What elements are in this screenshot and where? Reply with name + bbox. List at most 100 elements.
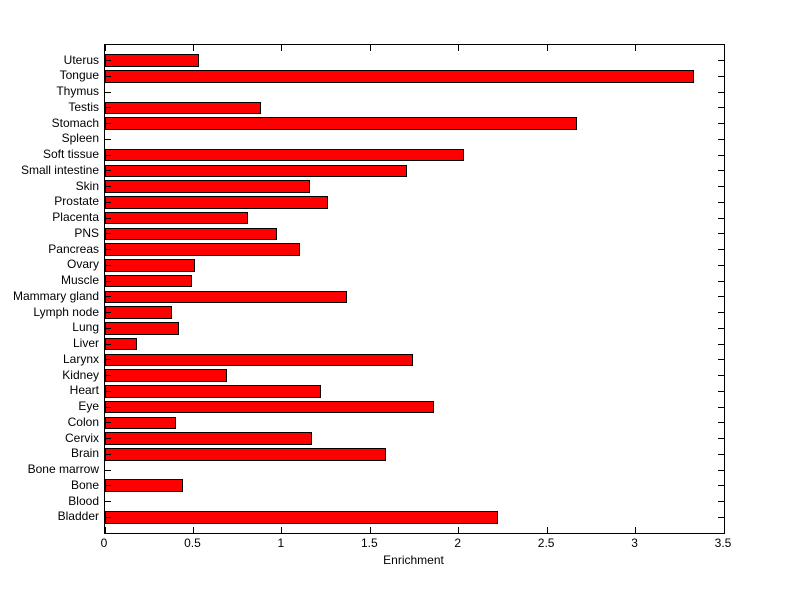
x-axis-tick-label: 3 bbox=[631, 536, 638, 550]
y-axis-label-soft-tissue: Soft tissue bbox=[42, 147, 99, 162]
x-axis-tick-label: 3.5 bbox=[714, 536, 732, 550]
x-axis-tick-mark bbox=[281, 527, 283, 533]
y-axis-label-spleen: Spleen bbox=[61, 131, 99, 146]
y-axis-label-colon: Colon bbox=[67, 414, 99, 429]
x-axis-tick-mark bbox=[546, 45, 548, 51]
y-axis-tick-mark bbox=[718, 359, 724, 361]
y-axis-tick-mark bbox=[718, 438, 724, 440]
x-axis-tick-label: 0.5 bbox=[184, 536, 201, 550]
y-axis-tick-mark bbox=[105, 422, 111, 424]
bar-lymph-node bbox=[105, 306, 173, 319]
bar-mammary-gland bbox=[105, 290, 348, 304]
y-axis-tick-mark bbox=[718, 422, 724, 424]
y-axis-label-small-intestine: Small intestine bbox=[20, 162, 99, 177]
bar-muscle bbox=[105, 274, 192, 288]
bar-tongue bbox=[105, 70, 694, 83]
y-axis-tick-mark bbox=[105, 312, 111, 314]
y-axis-tick-mark bbox=[718, 406, 724, 408]
y-axis-tick-mark bbox=[718, 501, 724, 503]
x-axis-tick-label: 2 bbox=[454, 536, 462, 550]
bar-skin bbox=[105, 180, 311, 193]
bar-larynx bbox=[105, 353, 413, 367]
bar-placenta bbox=[105, 211, 249, 225]
y-axis-tick-mark bbox=[105, 343, 111, 345]
y-axis-label-bladder: Bladder bbox=[57, 509, 99, 524]
y-axis-label-testis: Testis bbox=[68, 99, 99, 114]
x-axis-tick-mark bbox=[192, 527, 194, 533]
bar-pns bbox=[105, 227, 277, 241]
y-axis-tick-mark bbox=[718, 107, 724, 109]
y-axis-tick-mark bbox=[105, 75, 111, 77]
bar-ovary bbox=[105, 259, 196, 272]
bar-eye bbox=[105, 400, 434, 414]
y-axis-tick-mark bbox=[718, 453, 724, 455]
y-axis-label-placenta: Placenta bbox=[52, 210, 99, 225]
y-axis-tick-mark bbox=[718, 60, 724, 62]
y-axis-tick-mark bbox=[105, 201, 111, 203]
y-axis-label-pancreas: Pancreas bbox=[48, 241, 99, 256]
x-axis-tick-mark bbox=[723, 527, 725, 533]
y-axis-label-lymph-node: Lymph node bbox=[33, 304, 99, 319]
y-axis-tick-mark bbox=[105, 154, 111, 156]
y-axis-tick-mark bbox=[718, 390, 724, 392]
y-axis-tick-mark bbox=[105, 359, 111, 361]
y-axis-tick-mark bbox=[718, 375, 724, 377]
bar-bladder bbox=[105, 510, 498, 524]
y-axis-label-eye: Eye bbox=[78, 399, 99, 414]
x-axis-tick-mark bbox=[458, 45, 460, 51]
y-axis-tick-mark bbox=[718, 249, 724, 251]
y-axis-label-tongue: Tongue bbox=[59, 68, 99, 83]
bar-prostate bbox=[105, 196, 328, 209]
y-axis-tick-mark bbox=[105, 485, 111, 487]
bar-lung bbox=[105, 322, 180, 335]
x-axis-tick-mark bbox=[369, 527, 371, 533]
y-axis-label-muscle: Muscle bbox=[60, 273, 99, 288]
y-axis-tick-mark bbox=[718, 75, 724, 77]
y-axis-tick-mark bbox=[718, 91, 724, 93]
y-axis-tick-mark bbox=[718, 343, 724, 345]
y-axis-label-kidney: Kidney bbox=[62, 367, 99, 382]
y-axis-tick-mark bbox=[718, 154, 724, 156]
y-axis-tick-mark bbox=[718, 264, 724, 266]
y-axis-tick-mark bbox=[718, 296, 724, 298]
y-axis-tick-mark bbox=[718, 485, 724, 487]
bar-soft-tissue bbox=[105, 148, 465, 162]
bar-colon bbox=[105, 416, 176, 430]
bar-bone bbox=[105, 479, 183, 493]
x-axis-tick-mark bbox=[635, 45, 637, 51]
y-axis-label-thymus: Thymus bbox=[56, 84, 99, 99]
y-axis-tick-mark bbox=[105, 170, 111, 172]
y-axis-tick-mark bbox=[718, 312, 724, 314]
x-axis-tick-mark bbox=[104, 45, 106, 51]
y-axis-tick-mark bbox=[718, 327, 724, 329]
y-axis-tick-mark bbox=[105, 375, 111, 377]
bar-testis bbox=[105, 101, 261, 115]
y-axis-tick-mark bbox=[718, 469, 724, 471]
y-axis-tick-mark bbox=[105, 406, 111, 408]
y-axis-tick-mark bbox=[105, 516, 111, 518]
y-axis-tick-mark bbox=[105, 501, 111, 503]
y-axis-label-skin: Skin bbox=[75, 178, 99, 193]
bar-heart bbox=[105, 385, 321, 398]
x-axis-tick-label: 1.5 bbox=[360, 536, 378, 550]
x-axis-tick-label: 2.5 bbox=[537, 536, 555, 550]
y-axis-tick-mark bbox=[718, 170, 724, 172]
y-axis-tick-mark bbox=[105, 453, 111, 455]
y-axis-label-uterus: Uterus bbox=[63, 52, 99, 67]
y-axis-label-bone-marrow: Bone marrow bbox=[27, 462, 99, 477]
y-axis-label-pns: PNS bbox=[74, 225, 99, 240]
bar-cervix bbox=[105, 432, 312, 445]
y-axis-tick-mark bbox=[718, 186, 724, 188]
x-axis-tick-mark bbox=[458, 527, 460, 533]
y-axis-label-mammary-gland: Mammary gland bbox=[12, 288, 99, 303]
y-axis-label-lung: Lung bbox=[72, 320, 99, 335]
y-axis-tick-mark bbox=[105, 123, 111, 125]
y-axis-tick-mark bbox=[105, 390, 111, 392]
y-axis-label-blood: Blood bbox=[68, 493, 99, 508]
x-axis-tick-label: 0 bbox=[100, 536, 108, 550]
bar-uterus bbox=[105, 54, 199, 68]
y-axis-label-cervix: Cervix bbox=[64, 430, 99, 445]
bar-small-intestine bbox=[105, 164, 408, 178]
y-axis-tick-mark bbox=[105, 280, 111, 282]
